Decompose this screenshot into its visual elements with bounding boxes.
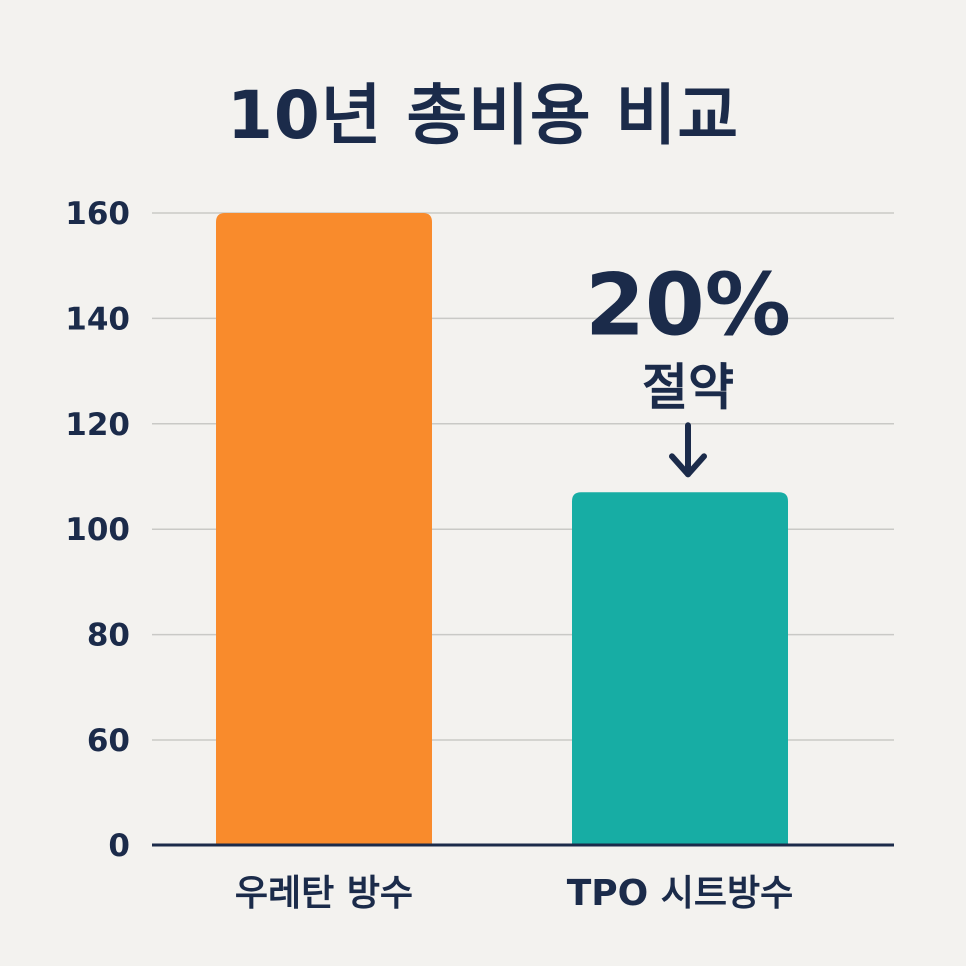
- y-tick-label: 140: [65, 301, 130, 337]
- down-arrow-icon: [669, 422, 707, 478]
- y-tick-label: 160: [65, 196, 130, 232]
- bar: [572, 492, 788, 845]
- annotation-label: 절약: [642, 358, 734, 416]
- y-tick-label: 60: [87, 723, 130, 759]
- y-tick-label: 0: [108, 828, 130, 864]
- y-tick-label: 80: [87, 618, 130, 654]
- x-category-label: 우레탄 방수: [235, 873, 413, 914]
- chart-title: 10년 총비용 비교: [226, 77, 740, 154]
- bar: [216, 213, 432, 845]
- y-tick-label: 120: [65, 407, 130, 443]
- x-axis-categories: 우레탄 방수 TPO 시트방수: [235, 873, 793, 914]
- bars: [216, 213, 788, 845]
- y-tick-label: 100: [65, 512, 130, 548]
- savings-annotation: 20% 절약: [585, 255, 791, 478]
- y-axis-ticks: 0 60 80 100 120 140 160: [65, 196, 130, 864]
- annotation-percent: 20%: [585, 255, 791, 355]
- x-category-label: TPO 시트방수: [567, 873, 794, 914]
